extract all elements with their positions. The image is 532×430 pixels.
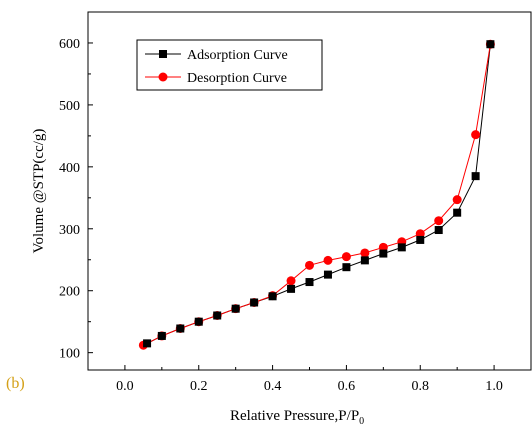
legend-marker-0 (159, 50, 167, 58)
adsorption-point (486, 40, 495, 49)
adsorption-point (453, 208, 462, 217)
adsorption-point (379, 249, 388, 258)
adsorption-point (323, 270, 332, 279)
adsorption-point (143, 339, 152, 348)
legend-label-adsorption: Adsorption Curve (187, 48, 288, 63)
legend-marker-1 (158, 72, 168, 82)
desorption-point (360, 248, 370, 258)
x-axis-title-subscript: 0 (359, 416, 364, 427)
desorption-point (452, 195, 462, 205)
adsorption-point (250, 298, 259, 307)
adsorption-point (305, 278, 314, 287)
adsorption-point (194, 317, 203, 326)
y-tick-label: 500 (59, 99, 80, 114)
desorption-point (305, 260, 314, 270)
x-tick-label: 0.2 (190, 379, 208, 394)
series-markers (138, 39, 495, 350)
legend-label-desorption: Desorption Curve (187, 71, 287, 86)
panel-label: (b) (6, 375, 25, 392)
x-tick-label: 0.4 (264, 379, 282, 394)
adsorption-point (397, 243, 406, 252)
y-tick-label: 100 (59, 347, 80, 362)
x-axis-title: Relative Pressure,P/P0 (230, 408, 364, 427)
legend-box (136, 39, 323, 91)
adsorption-point (287, 284, 296, 293)
desorption-point (323, 255, 333, 265)
x-tick-label: 0.0 (116, 379, 134, 394)
y-tick-label: 200 (59, 285, 80, 300)
x-axis-title-main: Relative Pressure,P/P (230, 408, 359, 424)
adsorption-point (231, 304, 240, 313)
x-tick-label: 0.6 (338, 379, 356, 394)
legend: Adsorption Curve Desorption Curve (136, 39, 323, 91)
desorption-point (471, 130, 481, 140)
y-tick-label: 600 (59, 37, 80, 52)
x-tick-label: 1.0 (485, 379, 503, 394)
desorption-point (434, 216, 444, 226)
adsorption-point (471, 172, 480, 181)
y-tick-label: 300 (59, 223, 80, 238)
adsorption-point (268, 292, 277, 301)
axis-ticks: 0.0 0.2 0.4 0.6 0.8 1.0 100 200 300 400 500 600 (59, 37, 503, 394)
desorption-point (286, 276, 296, 286)
adsorption-point (213, 311, 222, 320)
adsorption-point (360, 256, 369, 265)
y-axis-title: Volume @STP(cc/g) (31, 129, 47, 254)
adsorption-point (416, 235, 425, 244)
adsorption-point (342, 263, 351, 272)
adsorption-point (176, 324, 185, 333)
adsorption-point (434, 226, 443, 235)
adsorption-point (157, 331, 166, 340)
desorption-point (341, 252, 351, 262)
y-tick-label: 400 (59, 161, 80, 176)
x-tick-label: 0.8 (412, 379, 430, 394)
